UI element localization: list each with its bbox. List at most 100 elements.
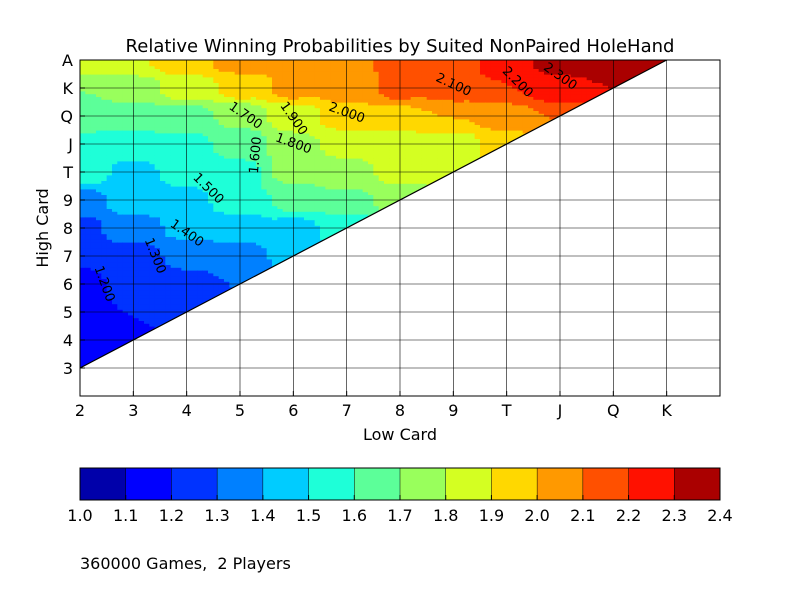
contour-cell [160,99,166,103]
contour-cell [282,121,289,125]
contour-cell [85,110,92,114]
contour-cell [224,225,230,229]
contour-cell [133,62,140,67]
contour-cell [352,74,358,78]
contour-cell [90,264,97,268]
contour-cell [101,320,108,324]
contour-cell [352,124,358,128]
contour-cell [181,121,188,125]
contour-cell [80,200,86,204]
contour-cell [293,183,300,187]
contour-cell [170,93,177,97]
contour-cell [186,169,193,173]
contour-cell [368,160,374,165]
contour-cell [90,127,97,131]
contour-cell [298,88,305,92]
contour-cell [80,113,86,117]
contour-cell [138,93,145,97]
contour-cell [154,155,161,159]
contour-cell [106,132,113,137]
contour-cell [314,113,321,117]
contour-cell [229,121,236,125]
contour-cell [272,236,278,240]
contour-cell [261,132,268,137]
contour-cell [298,239,305,243]
contour-cell [165,216,172,221]
contour-cell [186,242,193,246]
contour-cell [330,62,337,67]
contour-cell [186,93,193,97]
contour-cell [197,104,204,109]
contour-cell [261,186,268,190]
contour-cell [309,104,316,109]
contour-cell [181,82,188,86]
contour-cell [346,79,353,83]
contour-cell [128,272,134,277]
contour-cell [293,88,300,92]
contour-cell [106,93,113,97]
contour-cell [320,74,326,78]
contour-cell [352,146,358,151]
contour-cell [330,107,337,111]
contour-cell [245,272,252,277]
contour-cell [122,244,129,249]
contour-cell [234,149,241,153]
contour-cell [357,138,364,142]
contour-cell [394,177,401,181]
contour-cell [117,298,124,302]
contour-cell [160,292,166,296]
contour-cell [304,174,310,179]
contour-cell [394,146,401,151]
contour-cell [368,132,374,137]
contour-cell [266,144,273,148]
contour-cell [165,135,172,139]
contour-cell [224,281,230,285]
contour-cell [394,174,401,179]
contour-cell [128,155,134,159]
contour-cell [304,71,310,75]
contour-cell [160,121,166,125]
contour-cell [122,284,129,288]
contour-cell [85,337,92,341]
contour-cell [245,208,252,212]
contour-cell [176,62,182,67]
contour-cell [368,104,374,109]
contour-cell [277,183,284,187]
contour-cell [346,127,353,131]
contour-cell [176,236,182,240]
contour-cell [378,102,385,106]
contour-cell [346,163,353,167]
contour-cell [352,155,358,159]
contour-cell [224,188,230,193]
contour-cell [293,177,300,181]
contour-cell [133,289,140,293]
contour-cell [384,76,390,81]
contour-cell [293,118,300,123]
contour-cell [96,354,102,358]
contour-cell [250,158,257,162]
contour-cell [277,219,284,223]
contour-cell [272,121,278,125]
contour-cell [165,278,172,282]
contour-cell [117,79,124,83]
contour-cell [341,214,348,218]
contour-cell [106,146,113,151]
contour-cell [250,138,257,142]
contour-cell [240,90,246,95]
contour-cell [400,188,406,193]
contour-cell [202,230,209,235]
contour-cell [80,74,86,78]
contour-cell [213,102,220,106]
contour-cell [304,177,310,181]
contour-cell [186,149,193,153]
contour-cell [362,116,369,120]
contour-cell [197,141,204,145]
contour-cell [144,242,150,246]
contour-cell [96,351,102,355]
contour-cell [133,300,140,305]
contour-cell [256,138,262,142]
contour-cell [277,96,284,100]
contour-cell [389,90,396,95]
contour-cell [176,174,182,179]
contour-cell [373,102,380,106]
